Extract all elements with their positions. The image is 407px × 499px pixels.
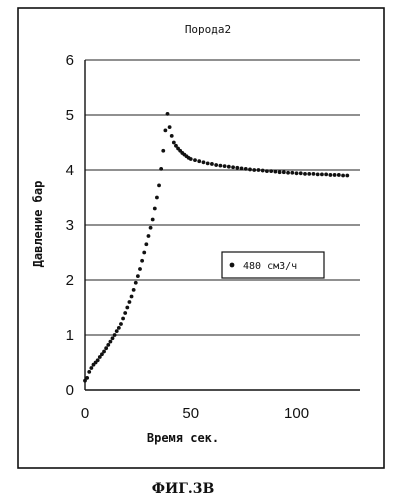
data-point [153, 207, 157, 211]
data-point [159, 167, 163, 171]
data-point [320, 173, 324, 177]
data-point [106, 343, 110, 347]
data-point [123, 311, 127, 315]
data-point [147, 234, 151, 238]
data-point [341, 174, 345, 178]
data-point [307, 172, 311, 176]
data-point [149, 226, 153, 230]
data-point [269, 169, 273, 173]
data-point [218, 164, 222, 168]
data-point [316, 173, 320, 177]
chart-title: Порода2 [185, 23, 231, 36]
data-point [134, 281, 138, 285]
data-point [214, 163, 218, 167]
data-point [227, 165, 231, 169]
data-point [261, 169, 265, 173]
legend-series-name: 480 см3/ч [243, 261, 297, 272]
y-tick-label-5: 5 [66, 107, 74, 124]
data-point [89, 366, 93, 370]
legend-marker [230, 263, 235, 268]
x-tick-label-0: 0 [81, 405, 89, 422]
data-point [102, 350, 106, 354]
x-tick-label-100: 100 [284, 405, 309, 422]
data-point [166, 112, 170, 116]
chart-frame [18, 8, 384, 468]
data-point [113, 333, 117, 337]
data-point [132, 288, 136, 292]
data-point [333, 173, 337, 177]
data-point [121, 317, 125, 321]
data-point [119, 322, 123, 326]
data-point [161, 149, 165, 153]
data-point [142, 251, 146, 255]
data-point [265, 169, 269, 173]
data-point [231, 165, 235, 169]
data-point [140, 259, 144, 263]
data-point [210, 162, 214, 166]
data-point [286, 171, 290, 175]
x-tick-label-50: 50 [182, 405, 199, 422]
data-point [151, 218, 155, 222]
y-tick-label-2: 2 [66, 272, 74, 289]
data-point [290, 171, 294, 175]
data-point [128, 300, 132, 304]
data-point [130, 295, 134, 299]
y-tick-label-4: 4 [66, 162, 74, 179]
data-point [111, 336, 115, 340]
data-point [312, 172, 316, 176]
data-point [240, 166, 244, 170]
data-point [108, 340, 112, 344]
data-point [303, 172, 307, 176]
data-point [104, 346, 108, 350]
data-point [138, 267, 142, 271]
data-point [157, 184, 161, 188]
data-point [295, 171, 299, 175]
legend: 480 см3/ч [222, 252, 324, 278]
data-point [170, 134, 174, 138]
data-point [337, 173, 341, 177]
data-point [96, 358, 100, 362]
y-tick-label-6: 6 [66, 52, 74, 69]
data-point [87, 370, 91, 374]
data-point [299, 171, 303, 175]
data-point [197, 159, 201, 163]
data-point [163, 129, 167, 133]
y-axis-label: Давление бар [31, 181, 45, 268]
data-point [136, 274, 140, 278]
data-point [328, 173, 332, 177]
data-point [324, 173, 328, 177]
data-point [248, 168, 252, 172]
x-axis-label: Время сек. [147, 431, 219, 445]
y-tick-label-0: 0 [66, 382, 74, 399]
data-point [155, 196, 159, 200]
data-point [257, 168, 261, 172]
data-point [193, 158, 197, 162]
data-point [144, 242, 148, 246]
data-point [235, 166, 239, 170]
data-point [168, 125, 172, 129]
data-point [244, 167, 248, 171]
data-point [273, 170, 277, 174]
data-point [189, 157, 193, 161]
data-point [278, 170, 282, 174]
data-point [172, 141, 176, 145]
data-point [223, 164, 227, 168]
data-point [252, 168, 256, 172]
data-point [115, 329, 119, 333]
figure-caption: ФИГ.3В [152, 481, 215, 497]
y-tick-label-1: 1 [66, 327, 74, 344]
data-point [85, 376, 89, 380]
data-point [345, 174, 349, 178]
data-point [206, 162, 210, 166]
data-point [282, 170, 286, 174]
y-tick-label-3: 3 [66, 217, 74, 234]
data-point [125, 306, 129, 310]
data-point [117, 326, 121, 330]
data-point [202, 160, 206, 164]
